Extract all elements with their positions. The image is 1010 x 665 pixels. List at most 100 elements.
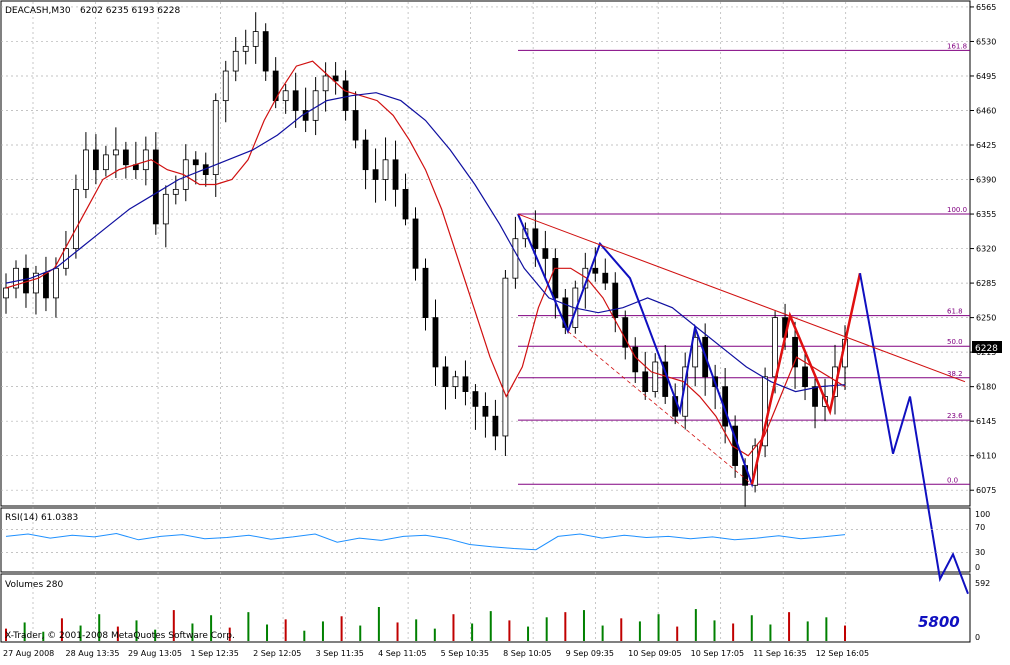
y-tick-label: 6180	[976, 383, 996, 392]
candle-body	[432, 317, 439, 368]
x-tick-label: 5 Sep 10:35	[441, 649, 489, 658]
rsi-level-0: 0	[975, 563, 980, 572]
rsi-line	[5, 532, 846, 551]
candle-body	[442, 366, 449, 388]
candle-body	[362, 139, 369, 171]
candle-body	[212, 100, 219, 175]
current-price-box	[972, 341, 1002, 353]
candle-body	[462, 376, 469, 392]
candle-body	[92, 149, 99, 171]
y-tick-label: 6495	[976, 72, 996, 81]
y-tick-label: 6565	[976, 3, 996, 12]
candle-body	[612, 282, 619, 319]
y-tick-label: 6355	[976, 210, 996, 219]
x-tick-label: 11 Sep 16:35	[753, 649, 806, 658]
x-tick-label: 28 Aug 13:35	[66, 649, 120, 658]
x-tick-label: 27 Aug 2008	[3, 649, 54, 658]
candle-body	[692, 336, 699, 368]
candle-body	[332, 75, 339, 82]
ma-slow-line	[5, 92, 846, 393]
copyright-text: X-Trader, © 2001-2008 MetaQuotes Softwar…	[5, 631, 235, 641]
candle-body	[252, 31, 259, 47]
candle-body	[112, 149, 119, 156]
rsi-level-30: 30	[975, 548, 985, 557]
y-tick-label: 6250	[976, 314, 996, 323]
candle-body	[322, 75, 329, 92]
candle-body	[812, 386, 818, 407]
chart-header-symbol: DEACASH,M30	[5, 6, 71, 16]
volume-axis-max: 592	[975, 579, 990, 588]
rsi-level-100: 100	[975, 510, 990, 519]
forecast-projection-line	[859, 273, 969, 595]
candle-body	[512, 238, 519, 279]
fib-level-label: 0.0	[947, 476, 958, 484]
candle-body	[192, 159, 199, 166]
rsi-level-70: 70	[975, 523, 985, 532]
candle-body	[602, 272, 609, 284]
candle-body	[73, 188, 79, 249]
candle-body	[652, 361, 659, 392]
candle-body	[3, 287, 9, 299]
y-tick-label: 6530	[976, 37, 996, 46]
fib-level-label: 38.2	[947, 370, 963, 378]
candle-body	[412, 218, 419, 269]
candle-body	[642, 371, 649, 392]
candle-body	[352, 110, 359, 141]
ma-fast-line	[5, 60, 846, 457]
wave-red-line	[750, 272, 862, 485]
y-tick-label: 6425	[976, 141, 996, 150]
candle-body	[422, 267, 429, 319]
candle-body	[242, 45, 249, 52]
fib-level-label: 100.0	[947, 206, 967, 214]
candle-body	[392, 159, 399, 190]
candle-body	[372, 169, 379, 180]
candle-body	[632, 346, 639, 373]
x-tick-label: 9 Sep 09:35	[566, 649, 614, 658]
y-tick-label: 6285	[976, 279, 996, 288]
x-tick-label: 12 Sep 16:05	[816, 649, 869, 658]
candle-body	[492, 415, 499, 437]
candle-body	[122, 149, 129, 166]
candle-body	[13, 267, 19, 289]
y-tick-label: 6145	[976, 417, 996, 426]
candle-body	[262, 31, 269, 72]
y-tick-label: 6460	[976, 106, 996, 115]
candle-body	[532, 228, 539, 249]
candle-body	[542, 248, 549, 259]
candle-body	[142, 149, 149, 171]
candle-body	[232, 50, 239, 72]
y-tick-label: 6320	[976, 245, 996, 254]
candle-body	[83, 149, 89, 190]
candle-body	[102, 154, 109, 171]
y-tick-label: 6110	[976, 452, 996, 461]
candle-body	[33, 272, 39, 294]
candle-body	[342, 80, 349, 111]
candle-body	[452, 376, 459, 388]
candle-body	[622, 317, 629, 348]
candle-body	[152, 149, 159, 225]
candle-body	[23, 267, 29, 294]
rsi-panel	[0, 507, 971, 573]
candle-body	[482, 405, 489, 417]
y-tick-label: 6390	[976, 176, 996, 185]
forecast-annotation: 5800	[918, 613, 960, 631]
fib-level-label: 61.8	[947, 308, 963, 316]
fib-level-label: 23.6	[947, 412, 963, 420]
candle-body	[43, 272, 49, 299]
candle-body	[772, 317, 778, 378]
candle-body	[382, 159, 389, 180]
fib-level-label: 50.0	[947, 338, 963, 346]
x-tick-label: 29 Aug 13:05	[128, 649, 182, 658]
candle-body	[53, 267, 59, 299]
candle-body	[162, 193, 169, 225]
candle-body	[792, 336, 798, 368]
x-tick-label: 10 Sep 17:05	[691, 649, 744, 658]
candle-body	[502, 277, 509, 437]
volume-axis-min: 0	[975, 633, 980, 642]
candle-body	[292, 90, 299, 111]
x-tick-label: 2 Sep 12:05	[253, 649, 301, 658]
candle-body	[402, 188, 409, 220]
trendline-upper	[517, 213, 966, 383]
